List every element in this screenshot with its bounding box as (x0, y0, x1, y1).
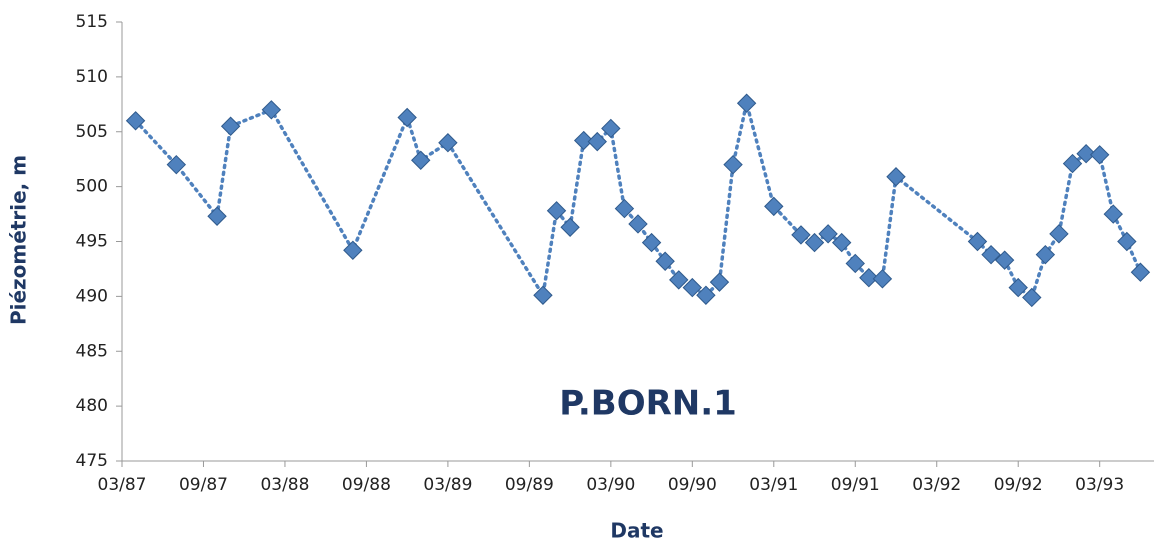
marker (220, 116, 241, 136)
marker (641, 232, 662, 253)
y-tick-label: 495 (76, 232, 108, 252)
marker (261, 100, 282, 120)
marker (628, 214, 648, 234)
marker (438, 133, 458, 153)
marker (669, 270, 689, 290)
marker (1117, 231, 1137, 252)
x-tick-label: 03/93 (1075, 475, 1124, 495)
x-tick-label: 09/90 (668, 475, 717, 495)
x-tick-label: 09/87 (179, 475, 228, 495)
marker (791, 225, 811, 245)
marker (587, 131, 607, 152)
y-tick-label: 510 (76, 67, 108, 87)
marker (560, 217, 580, 237)
marker (818, 224, 838, 244)
marker (655, 251, 675, 271)
y-tick-label: 480 (76, 396, 108, 416)
y-tick-label: 475 (76, 451, 108, 471)
marker (573, 130, 594, 151)
marker (709, 272, 730, 292)
x-tick-label: 03/91 (749, 475, 798, 495)
marker (533, 285, 553, 305)
marker (1130, 262, 1151, 282)
x-tick-label: 09/88 (342, 475, 391, 495)
marker (723, 154, 743, 175)
x-tick-label: 03/92 (912, 475, 961, 495)
marker (411, 150, 431, 170)
marker (682, 277, 703, 298)
x-tick-label: 03/90 (586, 475, 635, 495)
y-tick-label: 490 (76, 286, 108, 306)
y-axis-title: Piézométrie, m (7, 155, 31, 325)
marker (397, 107, 417, 128)
y-tick-label: 505 (76, 122, 108, 142)
marker (981, 244, 1001, 265)
marker (696, 285, 716, 305)
x-tick-label: 03/87 (98, 475, 147, 495)
marker (994, 250, 1015, 270)
marker (1008, 277, 1028, 298)
y-tick-label: 500 (76, 177, 108, 197)
marker (1076, 143, 1096, 164)
marker (207, 206, 227, 226)
marker (1062, 153, 1083, 174)
marker (859, 268, 879, 288)
marker (1103, 204, 1123, 224)
marker (166, 154, 187, 175)
marker (872, 269, 893, 289)
x-tick-label: 03/88 (260, 475, 309, 495)
x-tick-label: 09/91 (831, 475, 880, 495)
marker (831, 232, 852, 253)
marker (1049, 224, 1069, 244)
x-axis-title: Date (610, 519, 663, 543)
x-tick-label: 03/89 (423, 475, 472, 495)
x-tick-label: 09/89 (505, 475, 554, 495)
marker (1035, 244, 1056, 265)
marker (967, 231, 988, 252)
marker (804, 232, 825, 253)
y-tick-label: 485 (76, 341, 108, 361)
annotation: P.BORN.1 (559, 384, 737, 424)
marker (125, 111, 146, 131)
marker (546, 201, 567, 221)
marker (736, 93, 757, 113)
marker (1089, 145, 1110, 165)
y-tick-label: 515 (76, 12, 108, 32)
marker (614, 198, 635, 219)
marker (1022, 287, 1042, 308)
marker (845, 253, 865, 274)
x-tick-label: 09/92 (994, 475, 1043, 495)
marker (601, 118, 621, 139)
series-line (133, 102, 1143, 301)
marker (886, 167, 906, 187)
marker (343, 240, 363, 260)
marker (764, 196, 784, 217)
